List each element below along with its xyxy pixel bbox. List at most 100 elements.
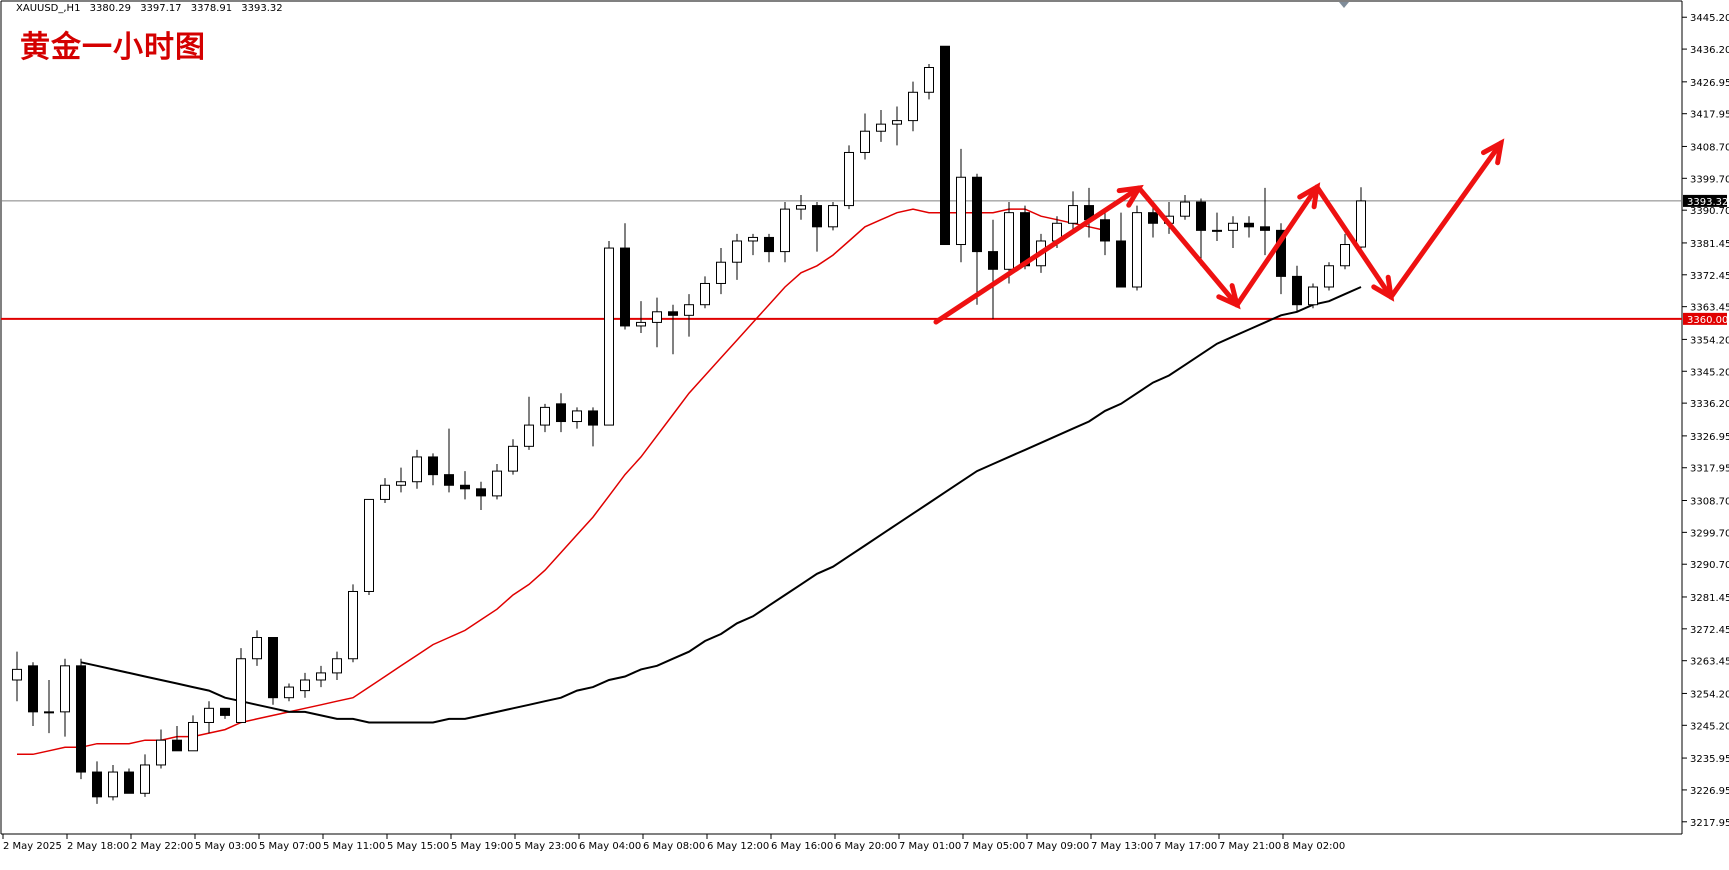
candle-body <box>1132 212 1142 288</box>
candle <box>796 194 806 220</box>
candle-body <box>908 91 918 122</box>
candle <box>348 584 358 663</box>
candle <box>1260 187 1270 256</box>
time-tick-label: 6 May 16:00 <box>771 841 833 852</box>
candle <box>60 658 70 737</box>
candle <box>412 449 422 489</box>
candle-body <box>892 120 902 125</box>
symbol-info: XAUUSD_,H1 3380.29 3397.17 3378.91 3393.… <box>16 3 289 14</box>
candle <box>252 630 262 666</box>
candle-body <box>1180 201 1190 217</box>
candle-body <box>252 637 262 660</box>
candle-body <box>172 739 182 752</box>
candle-body <box>188 721 198 752</box>
ma-slow-line <box>80 286 1362 724</box>
time-tick-label: 7 May 05:00 <box>963 841 1025 852</box>
candle-body <box>700 282 710 306</box>
moving-averages <box>17 208 1362 756</box>
candle <box>732 233 742 280</box>
candle-body <box>924 66 934 93</box>
candle <box>780 202 790 263</box>
ma-fast-line <box>17 208 1106 756</box>
candle-body <box>876 123 886 132</box>
candle <box>892 106 902 146</box>
candle <box>604 240 614 426</box>
candle <box>572 407 582 429</box>
candles <box>12 45 1366 804</box>
candle-body <box>620 247 630 327</box>
candle-body <box>108 771 118 798</box>
candle-body <box>1340 244 1350 267</box>
level-lines <box>1 200 1682 320</box>
candle <box>924 63 934 100</box>
arrow-up-3 <box>1388 140 1504 300</box>
candle-body <box>140 764 150 794</box>
candle-body <box>588 410 598 426</box>
price-axis: 3445.20 3436.20 3426.95 3417.95 3408.70 3399.… <box>1682 13 1729 829</box>
candle <box>1276 223 1286 295</box>
candle-body <box>604 247 614 426</box>
time-tick-label: 5 May 15:00 <box>387 841 449 852</box>
arrow-up-3-head <box>1480 138 1505 166</box>
candle <box>76 658 86 780</box>
candle <box>876 109 886 142</box>
candle-body <box>748 236 758 242</box>
candle <box>1292 265 1302 312</box>
candle-body <box>156 739 166 766</box>
candle <box>700 276 710 309</box>
chart-shift-marker-icon[interactable] <box>1339 2 1349 8</box>
candle <box>588 407 598 447</box>
ohlc-open: 3380.29 <box>89 3 131 14</box>
candle-body <box>300 679 310 692</box>
ohlc-low: 3378.91 <box>190 3 233 14</box>
candle <box>524 396 534 450</box>
time-tick-label: 5 May 23:00 <box>515 841 577 852</box>
candle-body <box>1100 219 1110 242</box>
time-tick-label: 6 May 04:00 <box>579 841 641 852</box>
time-tick-label: 6 May 12:00 <box>707 841 769 852</box>
candle <box>428 453 438 486</box>
time-tick-label: 7 May 09:00 <box>1027 841 1089 852</box>
price-tick-label: 3217.95 <box>1690 818 1729 829</box>
candle-body <box>380 484 390 500</box>
candle-body <box>684 304 694 316</box>
arrow-up-2 <box>1234 184 1320 308</box>
current-price-label-bg <box>1683 194 1727 207</box>
price-tick-label: 3272.45 <box>1690 625 1729 636</box>
candle-body <box>828 205 838 228</box>
candle <box>1196 198 1206 266</box>
candle <box>1068 191 1078 231</box>
candle-body <box>1292 275 1302 306</box>
price-tick-label: 3281.45 <box>1690 593 1729 604</box>
candle <box>1356 187 1366 252</box>
candle <box>204 701 214 734</box>
candle-body <box>556 403 566 423</box>
current-price-label: 3393.32 <box>1687 197 1728 208</box>
candle <box>1324 262 1334 291</box>
candle-body <box>460 484 470 490</box>
candle <box>1228 216 1238 249</box>
time-tick-label: 7 May 01:00 <box>899 841 961 852</box>
candle <box>300 672 310 698</box>
candle <box>1132 205 1142 291</box>
candle <box>316 665 326 688</box>
candle-body <box>1260 226 1270 231</box>
candle <box>508 439 518 475</box>
candle <box>636 301 646 334</box>
candle-body <box>92 771 102 798</box>
support-price-label: 3360.00 <box>1687 315 1728 326</box>
candle <box>620 223 630 330</box>
price-tick-label: 3290.70 <box>1690 560 1729 571</box>
candle <box>716 248 726 295</box>
candle-body <box>476 488 486 497</box>
candle-body <box>508 445 518 472</box>
candle <box>540 403 550 433</box>
price-tick-label: 3336.20 <box>1690 399 1729 410</box>
time-tick-label: 5 May 11:00 <box>323 841 385 852</box>
candle-body <box>972 176 982 253</box>
time-tick-label: 2 May 2025 <box>3 841 62 852</box>
price-tick-label: 3317.95 <box>1690 464 1729 475</box>
candle <box>1180 194 1190 220</box>
